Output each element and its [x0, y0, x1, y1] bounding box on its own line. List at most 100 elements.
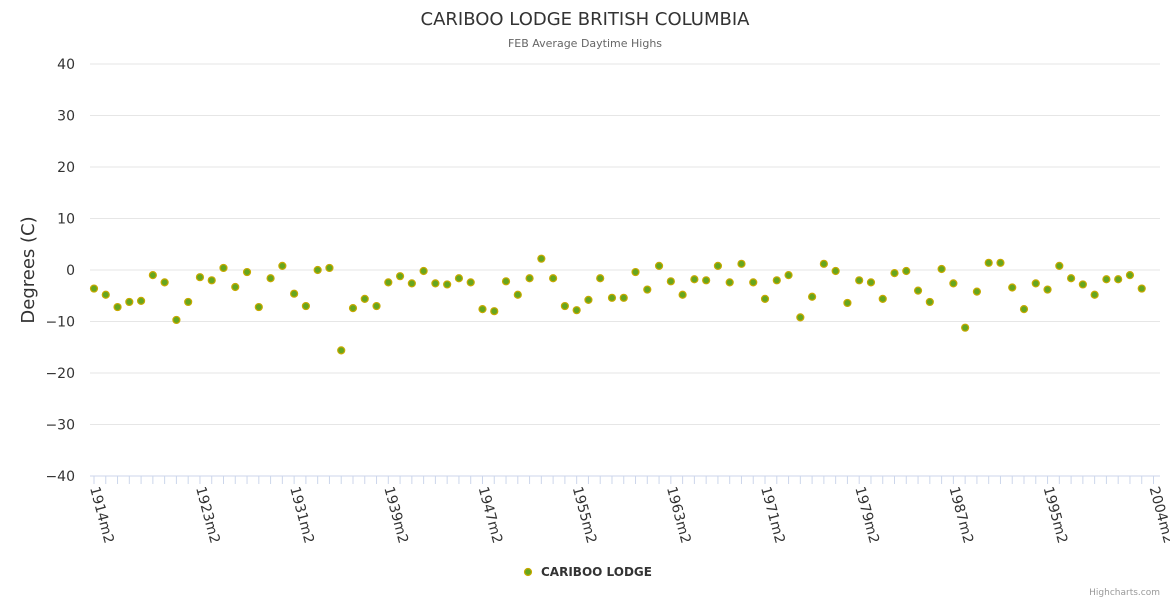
data-point[interactable]: [972, 287, 982, 296]
data-point[interactable]: [431, 279, 440, 288]
data-point[interactable]: [419, 266, 428, 276]
data-point[interactable]: [772, 276, 781, 285]
x-tick-label: 1963m2: [663, 485, 694, 545]
data-point[interactable]: [278, 261, 287, 270]
data-point[interactable]: [596, 274, 605, 283]
y-tick-label: 30: [57, 109, 75, 125]
data-point[interactable]: [619, 293, 628, 302]
data-point[interactable]: [690, 275, 699, 284]
data-point[interactable]: [501, 277, 511, 286]
data-point[interactable]: [949, 279, 958, 288]
data-point[interactable]: [360, 294, 369, 303]
data-point[interactable]: [478, 305, 487, 314]
data-point[interactable]: [784, 271, 793, 280]
data-point[interactable]: [584, 295, 593, 304]
data-point[interactable]: [1066, 274, 1076, 283]
data-point[interactable]: [702, 276, 711, 285]
data-point[interactable]: [925, 297, 934, 307]
x-tick-label: 2004m2: [1146, 485, 1170, 545]
data-point[interactable]: [101, 290, 110, 299]
x-tick-label: 1923m2: [192, 485, 223, 545]
data-point[interactable]: [454, 274, 464, 283]
data-point[interactable]: [749, 278, 758, 287]
data-point[interactable]: [1114, 275, 1123, 284]
data-point[interactable]: [1043, 285, 1052, 294]
data-point[interactable]: [372, 301, 381, 311]
data-point[interactable]: [643, 285, 652, 294]
data-point[interactable]: [125, 297, 134, 307]
data-point[interactable]: [113, 302, 122, 312]
data-point[interactable]: [713, 261, 723, 270]
data-point[interactable]: [961, 323, 970, 332]
data-point[interactable]: [443, 280, 452, 289]
data-point[interactable]: [890, 268, 899, 278]
data-point[interactable]: [843, 298, 852, 308]
data-point[interactable]: [831, 266, 840, 276]
x-tick-label: 1931m2: [286, 485, 317, 545]
data-point[interactable]: [525, 274, 534, 283]
data-point[interactable]: [996, 258, 1005, 267]
x-tick-label: 1914m2: [86, 485, 117, 545]
data-point[interactable]: [242, 267, 252, 277]
data-point[interactable]: [301, 301, 310, 311]
data-point[interactable]: [1008, 283, 1017, 292]
data-point[interactable]: [819, 259, 828, 268]
data-point[interactable]: [148, 271, 157, 280]
data-point[interactable]: [184, 297, 193, 307]
legend[interactable]: CARIBOO LODGE: [523, 565, 652, 579]
data-point[interactable]: [290, 289, 299, 298]
data-point[interactable]: [760, 294, 770, 303]
data-point[interactable]: [195, 273, 205, 282]
data-point[interactable]: [1137, 284, 1146, 293]
data-point[interactable]: [466, 278, 475, 287]
data-point[interactable]: [572, 306, 581, 315]
data-point[interactable]: [549, 274, 558, 283]
data-point[interactable]: [937, 264, 946, 274]
data-point[interactable]: [136, 296, 146, 305]
data-point[interactable]: [666, 277, 675, 286]
data-point[interactable]: [395, 272, 405, 281]
data-point[interactable]: [537, 254, 546, 263]
data-point[interactable]: [678, 290, 687, 299]
data-point[interactable]: [654, 261, 664, 270]
data-point[interactable]: [631, 267, 640, 277]
data-point[interactable]: [1125, 271, 1135, 280]
data-point[interactable]: [855, 276, 864, 285]
data-point[interactable]: [254, 302, 263, 312]
data-point[interactable]: [1102, 275, 1111, 284]
data-point[interactable]: [207, 276, 216, 285]
credits-link[interactable]: Highcharts.com: [1089, 588, 1160, 598]
data-point[interactable]: [89, 284, 99, 293]
data-point[interactable]: [219, 263, 228, 273]
data-point[interactable]: [607, 293, 617, 302]
data-point[interactable]: [1031, 279, 1040, 288]
data-point[interactable]: [266, 274, 275, 283]
data-point[interactable]: [1078, 280, 1087, 289]
data-point[interactable]: [984, 258, 993, 267]
data-point[interactable]: [160, 278, 169, 287]
data-point[interactable]: [902, 266, 911, 276]
data-point[interactable]: [725, 278, 734, 287]
data-point[interactable]: [231, 282, 240, 292]
data-point[interactable]: [325, 263, 334, 273]
data-point[interactable]: [737, 259, 746, 268]
data-point[interactable]: [808, 292, 817, 301]
y-axis-title: Degrees (C): [18, 216, 39, 323]
data-point[interactable]: [796, 313, 805, 322]
data-point[interactable]: [337, 346, 346, 355]
data-point[interactable]: [1090, 290, 1099, 299]
legend-label[interactable]: CARIBOO LODGE: [541, 565, 652, 579]
data-point[interactable]: [1019, 305, 1029, 314]
data-point[interactable]: [348, 304, 358, 313]
data-point[interactable]: [313, 265, 322, 275]
data-point[interactable]: [1055, 261, 1064, 270]
data-point[interactable]: [490, 307, 499, 316]
data-point[interactable]: [866, 278, 876, 287]
data-point[interactable]: [878, 294, 887, 303]
data-point[interactable]: [384, 278, 393, 287]
data-point[interactable]: [560, 301, 569, 311]
data-point[interactable]: [172, 315, 181, 325]
data-point[interactable]: [407, 279, 416, 288]
data-point[interactable]: [513, 290, 522, 299]
data-point[interactable]: [913, 286, 923, 295]
